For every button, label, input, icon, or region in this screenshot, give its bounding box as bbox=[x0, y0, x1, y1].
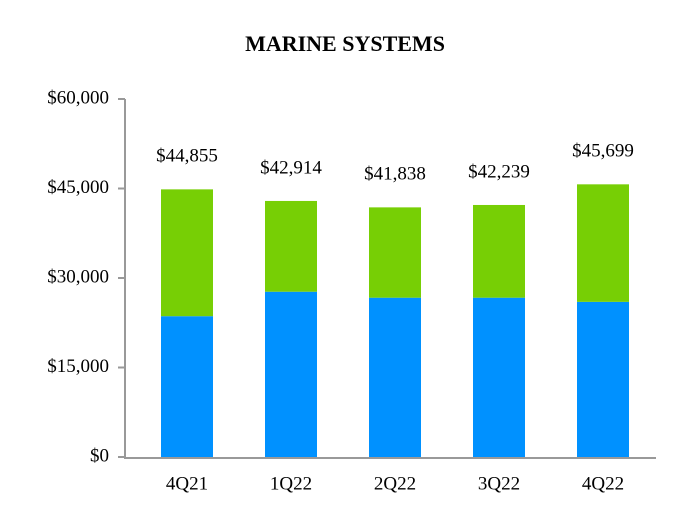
x-tick-label: 1Q22 bbox=[270, 473, 312, 494]
bar-segment bbox=[265, 200, 317, 292]
bar-segment bbox=[161, 189, 213, 317]
y-tick-label: $0 bbox=[90, 445, 109, 466]
y-tick-label: $30,000 bbox=[47, 266, 109, 287]
bar-segment bbox=[577, 301, 629, 457]
y-tick-label: $15,000 bbox=[47, 356, 109, 377]
chart-title: MARINE SYSTEMS bbox=[245, 31, 445, 56]
bar-segment bbox=[369, 207, 421, 298]
total-label: $42,914 bbox=[260, 157, 322, 178]
x-tick-label: 4Q22 bbox=[582, 473, 624, 494]
bar-segment bbox=[473, 297, 525, 457]
total-label: $42,239 bbox=[468, 161, 530, 182]
bar-segment bbox=[473, 204, 525, 298]
x-tick-label: 2Q22 bbox=[374, 473, 416, 494]
y-tick-label: $45,000 bbox=[47, 177, 109, 198]
bar-segment bbox=[161, 316, 213, 457]
total-label: $44,855 bbox=[156, 146, 218, 167]
total-label: $45,699 bbox=[572, 141, 634, 162]
x-tick-label: 4Q21 bbox=[166, 473, 208, 494]
x-tick-label: 3Q22 bbox=[478, 473, 520, 494]
y-tick-label: $60,000 bbox=[47, 87, 109, 108]
total-label: $41,838 bbox=[364, 164, 426, 185]
bar-segment bbox=[369, 297, 421, 457]
bar-segment bbox=[265, 291, 317, 457]
bar-segment bbox=[577, 184, 629, 302]
